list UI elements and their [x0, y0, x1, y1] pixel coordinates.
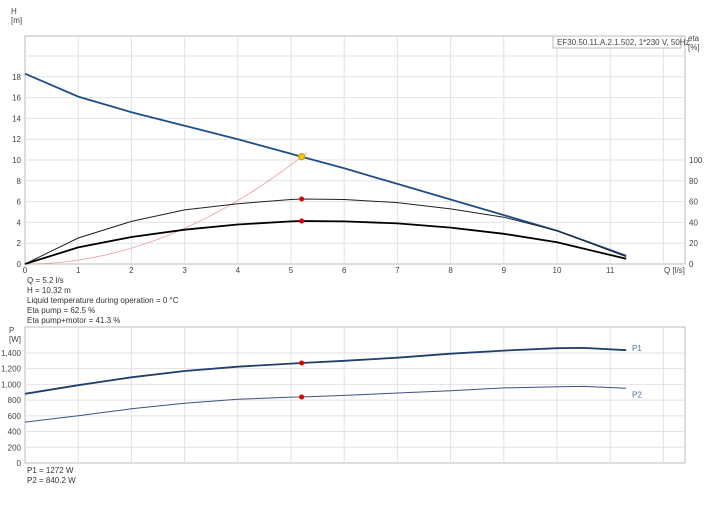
x-tick-label: 3 — [182, 266, 187, 275]
y-axis-label: [W] — [9, 335, 21, 344]
info-p2: P2 = 840.2 W — [27, 476, 76, 485]
x-tick-label: 9 — [502, 266, 507, 275]
y2-tick-label: 60 — [689, 198, 698, 207]
legend-box — [552, 35, 682, 49]
x-tick-label: 5 — [289, 266, 294, 275]
y-tick-label: 0 — [17, 260, 22, 269]
power-info: P1 = 1272 W P2 = 840.2 W — [27, 466, 76, 486]
y2-tick-label: 40 — [689, 218, 698, 227]
y-tick-label: 10 — [12, 156, 21, 165]
y-tick-label: 600 — [8, 412, 22, 421]
info-eta-pump: Eta pump = 62.5 % — [27, 306, 96, 315]
eta-total-duty-point — [299, 218, 305, 224]
info-h: H = 10.32 m — [27, 286, 71, 295]
y-tick-label: 1,200 — [1, 365, 22, 374]
x-tick-label: 8 — [448, 266, 453, 275]
y-tick-label: 6 — [17, 198, 22, 207]
x-tick-label: 6 — [342, 266, 347, 275]
y-tick-label: 14 — [12, 114, 21, 123]
y2-axis-label: [%] — [688, 43, 700, 52]
duty-info: Q = 5.2 l/s H = 10.32 m Liquid temperatu… — [27, 276, 179, 326]
curve-eta_pump — [24, 198, 627, 265]
system-curve — [25, 152, 308, 265]
x-tick-label: 11 — [606, 266, 615, 275]
plot-area-power — [24, 326, 686, 464]
x-tick-label: 2 — [129, 266, 134, 275]
x-axis-label: Q [l/s] — [664, 266, 685, 275]
y-axis-label: P — [9, 326, 14, 335]
y-tick-label: 4 — [17, 218, 22, 227]
y2-tick-label: 0 — [689, 260, 694, 269]
x-tick-label: 0 — [23, 266, 28, 275]
series-label: P2 — [632, 390, 642, 399]
y-tick-label: 16 — [12, 94, 21, 103]
y2-tick-label: 80 — [689, 177, 698, 186]
y-tick-label: 1,000 — [1, 380, 22, 389]
y-tick-label: 18 — [12, 73, 21, 82]
y-tick-label: 400 — [8, 428, 22, 437]
y-tick-label: 800 — [8, 396, 22, 405]
series-label: P1 — [632, 344, 642, 353]
p2-duty-point — [299, 394, 305, 400]
y-tick-label: 2 — [17, 239, 22, 248]
y-axis-label: H — [11, 7, 17, 16]
x-tick-label: 7 — [395, 266, 400, 275]
curve-eta_total — [24, 220, 627, 265]
plot-area — [24, 35, 686, 265]
y2-tick-label: 100 — [689, 156, 703, 165]
y-tick-label: 0 — [17, 459, 22, 468]
y-tick-label: 200 — [8, 443, 22, 452]
x-tick-label: 10 — [553, 266, 562, 275]
curve-P2 — [24, 385, 627, 423]
info-p1: P1 = 1272 W — [27, 466, 74, 475]
info-temp: Liquid temperature during operation = 0 … — [27, 296, 179, 305]
duty-point — [298, 153, 306, 161]
curve-P1 — [24, 346, 627, 395]
info-eta-total: Eta pump+motor = 41.3 % — [27, 316, 121, 325]
y2-tick-label: 20 — [689, 239, 698, 248]
info-q: Q = 5.2 l/s — [27, 276, 64, 285]
x-tick-label: 1 — [76, 266, 81, 275]
y2-axis-label: eta — [688, 34, 700, 43]
eta-pump-duty-point — [299, 196, 305, 202]
p1-duty-point — [299, 360, 305, 366]
y-axis-label: [m] — [11, 16, 22, 25]
y-tick-label: 1,400 — [1, 349, 22, 358]
curve-H — [24, 72, 627, 257]
x-tick-label: 4 — [236, 266, 241, 275]
chart-title: EF30.50.11.A.2.1.502, 1*230 V, 50Hz — [557, 38, 690, 47]
y-tick-label: 8 — [17, 177, 22, 186]
y-tick-label: 12 — [12, 135, 21, 144]
